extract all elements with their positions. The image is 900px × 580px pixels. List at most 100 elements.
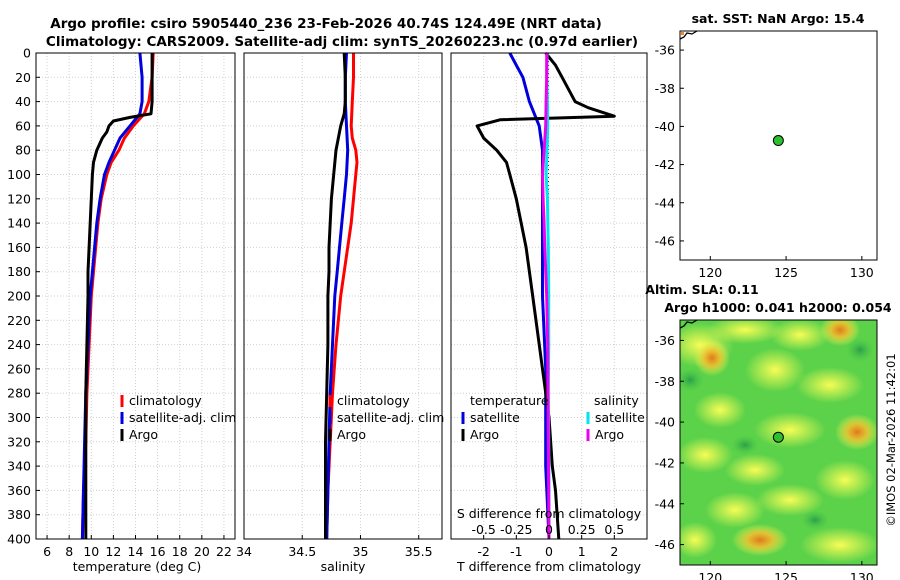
x-tick-label: 12 xyxy=(105,544,121,559)
y-tick-label: 20 xyxy=(15,70,31,85)
legend-t-argo-label: Argo xyxy=(470,427,499,442)
argo-location-marker xyxy=(772,135,784,147)
sla-map-title-1: Altim. SLA: 0.11 xyxy=(645,282,758,297)
t-difference-axis-label: T difference from climatology xyxy=(456,559,642,574)
x-tick-label: 0 xyxy=(545,544,553,559)
s-tick-label: 0.5 xyxy=(604,522,624,537)
y-tick-label: 340 xyxy=(7,459,31,474)
x-tick-label: 34.5 xyxy=(288,544,316,559)
series-climatology xyxy=(325,53,359,540)
x-tick-label: -1 xyxy=(510,544,522,559)
argo-location-marker xyxy=(772,431,784,443)
y-tick-label: 0 xyxy=(23,46,31,61)
difference-legend: temperature satellite Argo salinity sate… xyxy=(461,393,645,442)
y-tick-label: 380 xyxy=(7,507,31,522)
legend-argo-label: Argo xyxy=(337,427,366,442)
s-tick-label: 0 xyxy=(545,522,553,537)
y-tick-label: 160 xyxy=(7,240,31,255)
x-tick-label: 10 xyxy=(83,544,99,559)
y-tick-label: 220 xyxy=(7,313,31,328)
y-tick-label: -40 xyxy=(655,119,675,134)
series-s-argo xyxy=(541,53,551,540)
y-tick-label: 360 xyxy=(7,483,31,498)
x-tick-label: 35 xyxy=(353,544,369,559)
x-tick-label: 22 xyxy=(216,544,232,559)
x-tick-label: 35.5 xyxy=(405,544,433,559)
x-tick-label: 16 xyxy=(150,544,166,559)
y-tick-label: 400 xyxy=(7,532,31,547)
x-tick-label: 120 xyxy=(698,570,722,580)
y-tick-label: -42 xyxy=(655,455,675,470)
y-tick-label: 60 xyxy=(15,118,31,133)
salinity-legend: climatology satellite-adj. clim Argo xyxy=(328,393,444,442)
y-tick-label: 140 xyxy=(7,216,31,231)
y-tick-label: 80 xyxy=(15,143,31,158)
x-tick-label: 1 xyxy=(578,544,586,559)
y-tick-label: 120 xyxy=(7,191,31,206)
y-tick-label: 320 xyxy=(7,434,31,449)
legend-temperature-title: temperature xyxy=(470,393,549,408)
s-tick-label: -0.25 xyxy=(500,522,532,537)
legend-climatology-label: climatology xyxy=(337,393,410,408)
coastal-sst-pixel xyxy=(681,32,684,35)
x-tick-label: 130 xyxy=(850,265,874,280)
series-argo xyxy=(84,53,154,539)
x-tick-label: 8 xyxy=(65,544,73,559)
y-tick-label: 40 xyxy=(15,94,31,109)
temperature-panel: 6 8 10 12 14 16 18 20 22 0 20 40 60 80 100 120 140 160 18… xyxy=(7,46,236,575)
y-tick-label: -38 xyxy=(655,374,675,389)
x-tick-label: 125 xyxy=(774,570,798,580)
y-tick-label: -36 xyxy=(655,43,675,58)
y-tick-label: 240 xyxy=(7,337,31,352)
sla-map: Altim. SLA: 0.11 Argo h1000: 0.041 h2000… xyxy=(645,282,892,580)
y-tick-label: 280 xyxy=(7,386,31,401)
x-tick-label: 18 xyxy=(172,544,188,559)
series-argo xyxy=(324,52,347,539)
y-tick-label: -38 xyxy=(655,81,675,96)
s-tick-label: 0.25 xyxy=(568,522,596,537)
x-tick-label: 2 xyxy=(610,544,618,559)
y-tick-label: 200 xyxy=(7,289,31,304)
title-line-2: Climatology: CARS2009. Satellite-adj cli… xyxy=(46,34,638,50)
salinity-panel: 34 34.5 35 35.5 salinity climatology satell… xyxy=(236,52,444,574)
temperature-legend: climatology satellite-adj. clim Argo xyxy=(120,393,236,442)
x-tick-label: 130 xyxy=(850,570,874,580)
legend-s-argo-label: Argo xyxy=(595,427,624,442)
x-tick-label: 34 xyxy=(236,544,252,559)
legend-t-satellite-label: satellite xyxy=(470,410,520,425)
legend-climatology-label: climatology xyxy=(129,393,202,408)
y-tick-label: 300 xyxy=(7,410,31,425)
x-tick-label: 120 xyxy=(698,265,722,280)
legend-satellite-adj-label: satellite-adj. clim xyxy=(337,410,444,425)
x-tick-label: 6 xyxy=(43,544,51,559)
y-tick-label: -46 xyxy=(655,233,675,248)
x-tick-label: 14 xyxy=(128,544,144,559)
sla-map-title-2: Argo h1000: 0.041 h2000: 0.054 xyxy=(664,300,892,315)
legend-s-satellite-label: satellite xyxy=(595,410,645,425)
x-tick-label: -2 xyxy=(477,544,489,559)
y-tick-label: -42 xyxy=(655,157,675,172)
y-tick-label: -46 xyxy=(655,537,675,552)
s-tick-label: -0.5 xyxy=(471,522,495,537)
sst-map-title: sat. SST: NaN Argo: 15.4 xyxy=(692,11,865,26)
difference-panel: -2 -1 0 1 2 -0.5 -0.25 0 0.25 0.5 S difference f… xyxy=(450,52,648,574)
legend-argo-label: Argo xyxy=(129,427,158,442)
x-tick-label: 20 xyxy=(194,544,210,559)
coastline xyxy=(679,30,698,40)
s-difference-axis-label: S difference from climatology xyxy=(457,506,642,521)
x-tick-label: 125 xyxy=(774,265,798,280)
legend-satellite-adj-label: satellite-adj. clim xyxy=(129,410,236,425)
y-tick-label: -44 xyxy=(655,195,675,210)
y-tick-label: 260 xyxy=(7,361,31,376)
y-tick-label: -44 xyxy=(655,496,675,511)
y-tick-label: -40 xyxy=(655,415,675,430)
sla-field xyxy=(680,320,877,565)
y-tick-label: -36 xyxy=(655,333,675,348)
y-tick-label: 180 xyxy=(7,264,31,279)
title-line-1: Argo profile: csiro 5905440_236 23-Feb-2… xyxy=(50,16,601,32)
watermark: ©IMOS 02-Mar-2026 11:42:01 xyxy=(884,353,898,526)
legend-salinity-title: salinity xyxy=(594,393,639,408)
sst-map: sat. SST: NaN Argo: 15.4 120 125 130 -36 -3… xyxy=(655,11,878,280)
salinity-axis-label: salinity xyxy=(321,559,366,574)
